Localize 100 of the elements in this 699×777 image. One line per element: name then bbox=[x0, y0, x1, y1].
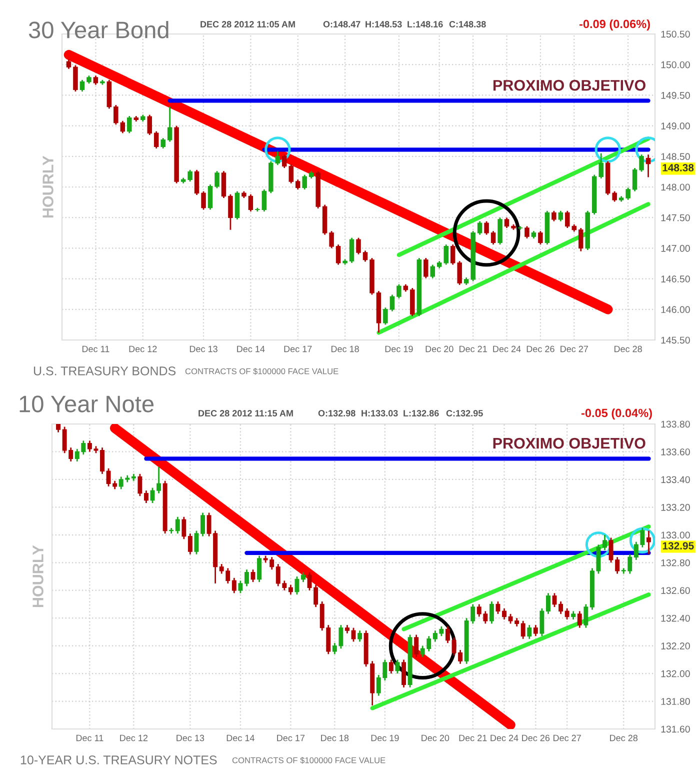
candlestick bbox=[558, 600, 564, 615]
candlestick bbox=[396, 284, 402, 300]
candlestick bbox=[262, 188, 267, 212]
candlestick bbox=[646, 530, 651, 556]
y-tick-label: 132.80 bbox=[661, 559, 690, 566]
candlestick bbox=[612, 190, 617, 202]
point bbox=[585, 532, 612, 558]
x-tick-label: Dec 11 bbox=[76, 734, 104, 742]
candlestick bbox=[632, 167, 638, 192]
candlestick bbox=[424, 257, 428, 279]
candlestick bbox=[160, 137, 166, 150]
y-tick-label: 133.20 bbox=[661, 504, 690, 511]
y-axis-title: HOURLY bbox=[42, 156, 54, 218]
candlestick bbox=[577, 610, 582, 628]
text: L:148.16 bbox=[408, 21, 443, 28]
y-tick-label: 150.50 bbox=[661, 30, 690, 38]
candlestick bbox=[558, 210, 564, 222]
y-tick-label: 132.40 bbox=[661, 614, 690, 622]
candlestick bbox=[167, 106, 172, 142]
candlestick bbox=[484, 220, 489, 236]
candlestick bbox=[578, 227, 584, 252]
y-tick-label: 146.50 bbox=[661, 276, 690, 282]
candlestick bbox=[414, 634, 419, 658]
candlestick bbox=[228, 194, 233, 231]
candlestick bbox=[80, 79, 85, 92]
candlestick bbox=[295, 178, 300, 190]
y-tick-label: 132.60 bbox=[661, 587, 690, 594]
candlestick bbox=[527, 624, 532, 640]
chart-title: 30 Year Bond bbox=[28, 20, 168, 38]
text: U.S. TREASURY BONDS bbox=[34, 366, 176, 376]
candlestick bbox=[144, 490, 148, 504]
candlestick bbox=[232, 577, 236, 594]
candlestick bbox=[282, 154, 287, 169]
candlestick bbox=[250, 568, 256, 583]
text: 10-YEAR U.S. TREASURY NOTES bbox=[20, 756, 217, 764]
y-tick-label: 133.00 bbox=[661, 532, 690, 539]
candlestick bbox=[445, 626, 450, 644]
candlestick bbox=[194, 169, 200, 196]
candlestick bbox=[546, 592, 550, 615]
text: H:133.03 bbox=[362, 410, 398, 416]
y-tick-label: 147.50 bbox=[661, 214, 690, 222]
candlestick bbox=[502, 608, 506, 620]
candlestick bbox=[490, 230, 496, 246]
candlestick bbox=[477, 220, 482, 236]
text: DEC 28 2012 11:15 AM bbox=[198, 410, 293, 416]
candlestick bbox=[302, 174, 307, 190]
text: L:132.86 bbox=[404, 410, 439, 416]
candlestick bbox=[444, 244, 448, 266]
candlestick bbox=[73, 64, 78, 92]
candlestick bbox=[496, 600, 500, 615]
candlestick bbox=[182, 516, 186, 540]
candlestick bbox=[383, 306, 388, 326]
y-tick-label: 132.20 bbox=[661, 642, 690, 650]
annotation: PROXIMO OBJETIVO bbox=[493, 438, 646, 449]
text: DEC 28 2012 11:05 AM bbox=[200, 21, 295, 28]
candlestick bbox=[175, 516, 180, 534]
y-tick-label: 148.50 bbox=[661, 153, 690, 160]
x-tick-label: Dec 24 bbox=[493, 346, 521, 352]
candlestick bbox=[188, 532, 192, 556]
point bbox=[629, 527, 655, 554]
candlestick bbox=[552, 592, 557, 608]
candlestick bbox=[402, 658, 406, 688]
text: -0.09 (0.06%) bbox=[579, 20, 650, 30]
candlestick bbox=[362, 250, 368, 262]
candlestick bbox=[200, 512, 205, 537]
candlestick bbox=[602, 534, 607, 551]
candlestick bbox=[395, 658, 400, 674]
candlestick bbox=[66, 59, 72, 70]
candlestick bbox=[301, 572, 306, 583]
x-tick-label: Dec 27 bbox=[560, 346, 588, 352]
candlestick bbox=[390, 294, 395, 312]
text: C:132.95 bbox=[446, 410, 483, 416]
x-tick-label: Dec 14 bbox=[237, 346, 265, 352]
text: C:148.38 bbox=[449, 21, 486, 28]
y-axis-title: HOURLY bbox=[32, 545, 44, 608]
x-tick-label: Dec 17 bbox=[284, 346, 312, 352]
candlestick bbox=[520, 620, 526, 640]
candlestick bbox=[156, 466, 162, 494]
x-tick-label: Dec 19 bbox=[385, 346, 413, 352]
annotation: PROXIMO OBJETIVO bbox=[493, 80, 646, 91]
x-tick-label: Dec 13 bbox=[176, 734, 204, 742]
chart-title: 10 Year Note bbox=[20, 396, 154, 412]
candlestick bbox=[356, 237, 361, 256]
candlestick bbox=[349, 237, 354, 264]
text: H:148.53 bbox=[366, 21, 402, 28]
candlestick bbox=[138, 473, 142, 497]
candlestick bbox=[194, 530, 199, 556]
candlestick bbox=[150, 487, 155, 504]
x-tick-label: Dec 12 bbox=[129, 346, 157, 352]
y-tick-label: 133.60 bbox=[661, 448, 690, 456]
x-tick-label: Dec 11 bbox=[82, 346, 110, 352]
x-tick-label: Dec 19 bbox=[371, 734, 399, 742]
candlestick bbox=[114, 104, 118, 126]
candlestick bbox=[598, 152, 604, 180]
text: 132.95 bbox=[662, 542, 694, 550]
text: 148.38 bbox=[662, 164, 694, 172]
y-tick-label: 133.80 bbox=[661, 420, 690, 428]
candlestick bbox=[533, 624, 538, 637]
candlestick bbox=[358, 630, 362, 642]
candlestick bbox=[275, 150, 280, 166]
